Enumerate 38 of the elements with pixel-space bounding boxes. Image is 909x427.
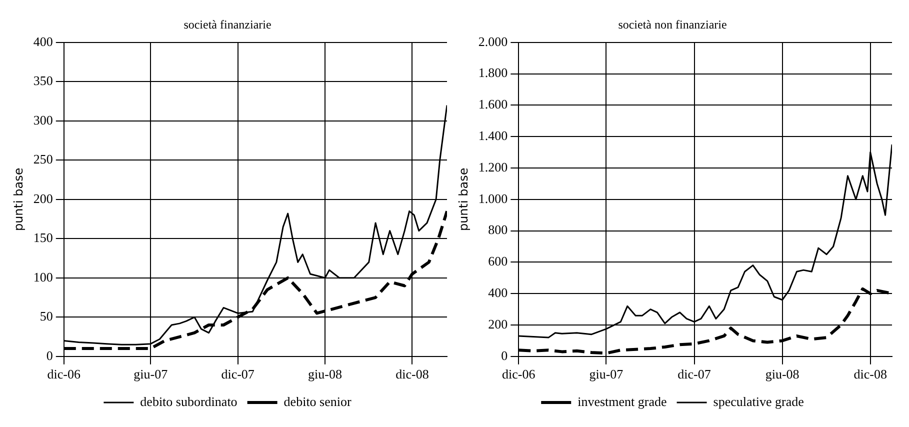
legend-label: debito subordinato [140, 394, 238, 409]
y-tick-label: 200 [488, 316, 508, 332]
x-tick-label: dic-07 [678, 366, 712, 382]
x-tick-label: giu-08 [308, 366, 342, 382]
x-tick-label: dic-07 [221, 366, 255, 382]
y-tick-label: 1.200 [478, 159, 508, 174]
y-tick-label: 400 [488, 285, 508, 300]
x-tick-label: dic-08 [396, 366, 429, 382]
chart-title: società non finanziarie [618, 17, 727, 32]
x-tick-label: dic-06 [47, 366, 81, 382]
y-tick-label: 200 [33, 190, 53, 206]
y-tick-label: 350 [33, 73, 53, 88]
x-tick-label: giu-08 [765, 366, 800, 382]
y-tick-label: 0 [501, 348, 508, 363]
y-tick-label: 1.400 [478, 128, 508, 144]
y-tick-label: 800 [488, 222, 508, 238]
y-tick-label: 150 [33, 230, 53, 246]
y-tick-label: 1.000 [478, 190, 508, 206]
chart-title: società finanziarie [184, 17, 272, 32]
y-tick-label: 50 [40, 308, 53, 324]
y-tick-label: 100 [33, 269, 53, 284]
y-axis-title: punti base [456, 168, 470, 232]
x-tick-label: dic-08 [854, 366, 887, 382]
legend-label: debito senior [284, 394, 352, 409]
legend-label: investment grade [578, 394, 668, 409]
x-tick-label: giu-07 [134, 366, 168, 382]
y-tick-label: 2.000 [478, 34, 508, 49]
x-tick-label: dic-06 [502, 366, 536, 382]
y-axis-title: punti base [11, 168, 26, 232]
y-tick-label: 300 [33, 112, 53, 128]
y-tick-label: 0 [46, 348, 53, 363]
legend-label: speculative grade [713, 394, 804, 409]
y-tick-label: 1.800 [478, 65, 508, 80]
y-tick-label: 250 [33, 152, 53, 167]
x-tick-label: giu-07 [589, 366, 624, 382]
y-tick-label: 400 [33, 34, 53, 49]
y-tick-label: 600 [488, 254, 508, 269]
y-tick-label: 1.600 [478, 96, 508, 112]
